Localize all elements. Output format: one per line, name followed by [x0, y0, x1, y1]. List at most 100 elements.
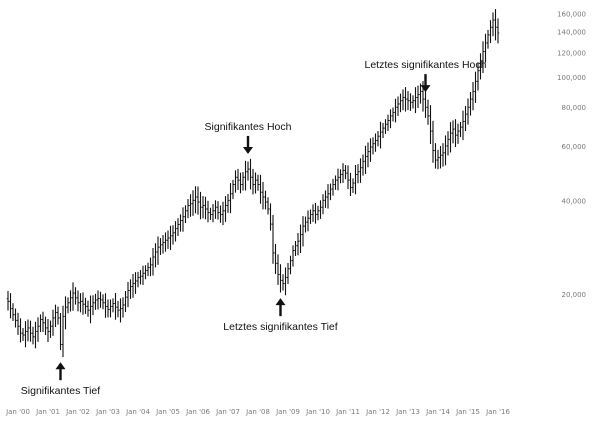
price-bar [194, 186, 197, 214]
price-bar [396, 96, 400, 116]
price-bar [451, 120, 455, 144]
price-bar [479, 53, 482, 80]
price-bar [151, 248, 155, 276]
annotation-arrowhead [275, 298, 286, 306]
price-bar [204, 196, 207, 220]
price-bar [49, 320, 52, 338]
price-bar [311, 204, 315, 222]
price-bar [314, 203, 317, 224]
price-bar [289, 255, 292, 275]
price-bar [446, 131, 450, 156]
price-bar [109, 299, 112, 318]
price-bar [284, 267, 287, 296]
x-tick-label: Jan '08 [245, 408, 270, 416]
annotation-label: Letztes signifikantes Hoch [365, 59, 487, 71]
annotation-arrowhead [243, 146, 253, 154]
price-bar [66, 297, 70, 314]
price-bar [91, 295, 95, 316]
price-bar [429, 105, 432, 145]
price-bar [441, 143, 445, 167]
price-bar [411, 95, 415, 109]
price-bar [166, 230, 170, 249]
price-bar [381, 122, 385, 139]
price-bar [19, 318, 22, 343]
price-bar [454, 119, 457, 148]
price-bar [71, 282, 75, 311]
price-bar [134, 272, 137, 294]
price-bar [469, 91, 472, 116]
annotation-label: Signifikantes Hoch [205, 121, 292, 133]
price-bar [24, 321, 27, 348]
price-bar [236, 168, 240, 191]
price-bar [186, 199, 190, 219]
price-bar [46, 318, 50, 342]
price-bar [394, 98, 397, 123]
price-bar [351, 178, 355, 193]
price-bar [154, 243, 157, 268]
price-bar [494, 9, 497, 41]
price-bar [51, 309, 55, 336]
price-bar [299, 224, 302, 253]
price-bar [384, 119, 387, 134]
price-bar [459, 122, 462, 137]
price-bar [401, 89, 405, 111]
price-bar [336, 168, 340, 191]
price-bar [121, 297, 125, 318]
price-bar [99, 291, 102, 308]
price-bar [221, 201, 225, 226]
annotation-arrowhead [55, 362, 66, 370]
x-tick-label: Jan '07 [215, 408, 240, 416]
price-bar [426, 99, 430, 125]
price-bar [226, 193, 230, 213]
price-bar [146, 262, 150, 277]
price-bar [126, 281, 130, 308]
price-bar [286, 263, 290, 284]
x-tick-label: Jan '11 [335, 408, 360, 416]
price-bar [239, 172, 242, 194]
price-bar [404, 87, 407, 112]
y-tick-label: 80,000 [562, 104, 587, 112]
price-bar [196, 186, 200, 215]
price-bar [56, 306, 60, 325]
price-bar [249, 158, 252, 190]
annotation-label: Signifikantes Tief [21, 385, 100, 397]
price-bar [476, 62, 480, 91]
price-bar [269, 203, 272, 231]
price-bar [361, 154, 365, 176]
y-tick-label: 120,000 [557, 49, 586, 57]
price-bar [254, 172, 257, 194]
price-bar [489, 20, 492, 44]
price-bar [9, 293, 12, 319]
price-bar [366, 142, 370, 168]
price-bar [369, 138, 372, 162]
price-bar [89, 295, 92, 324]
price-bar [339, 169, 342, 184]
x-tick-label: Jan '15 [455, 408, 480, 416]
price-bar [419, 83, 422, 104]
annotation-arrowhead [420, 85, 431, 93]
price-bar [246, 161, 250, 181]
price-bar [6, 290, 10, 311]
price-bar [374, 133, 377, 152]
price-bar [304, 216, 307, 233]
price-bar [199, 191, 202, 220]
price-bar [386, 114, 390, 131]
price-bar [156, 236, 160, 265]
price-bar [376, 131, 380, 147]
price-bar [389, 109, 392, 129]
price-bar [484, 33, 487, 63]
price-bar [354, 165, 357, 195]
price-bar [34, 321, 37, 349]
price-bar [486, 29, 490, 49]
annotations: Signifikantes Tief Signifikantes Hoch Letz… [21, 59, 487, 397]
price-bar [326, 184, 330, 209]
price-bar [306, 210, 310, 232]
price-bar [296, 233, 300, 256]
price-bar [131, 273, 135, 298]
price-bar [116, 300, 120, 318]
price-bar [466, 98, 470, 125]
annotation-label: Letztes signifikantes Tief [223, 321, 337, 333]
x-tick-label: Jan '14 [425, 408, 450, 416]
x-tick-label: Jan '05 [155, 408, 180, 416]
price-bar [94, 293, 97, 310]
